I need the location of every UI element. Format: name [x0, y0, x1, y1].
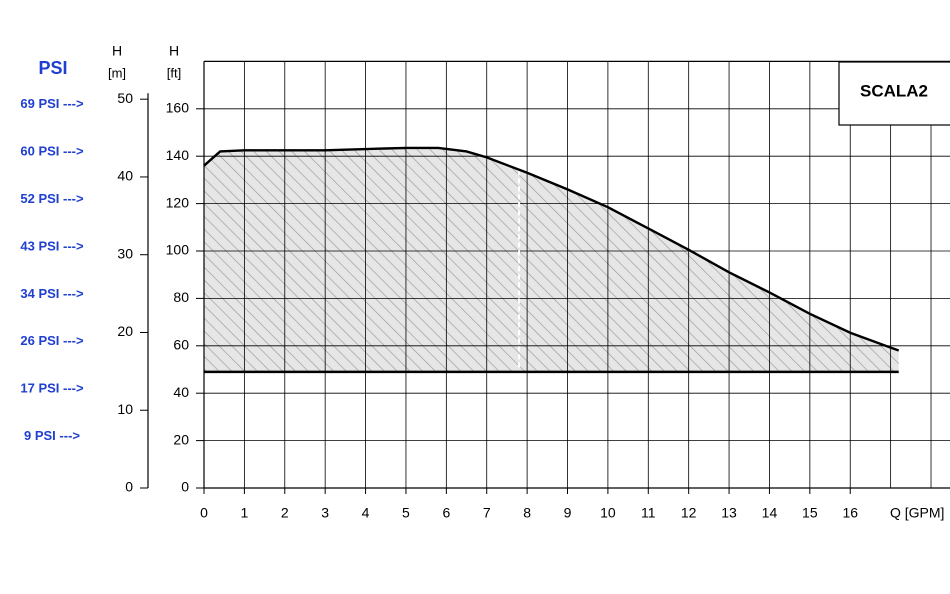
legend-box [838, 61, 950, 126]
x-tick-label: 12 [681, 505, 697, 521]
y-tick-label: 140 [166, 147, 190, 163]
psi-label: 34 PSI ---> [20, 286, 84, 301]
x-tick-label: 8 [523, 505, 531, 521]
x-tick-label: 2 [281, 505, 289, 521]
psi-title: PSI [38, 58, 67, 78]
y-axis-label: H [169, 43, 179, 59]
y2-tick-label: 30 [117, 245, 133, 261]
curve [203, 146, 900, 352]
y2-tick-label: 0 [125, 479, 133, 495]
x-tick-label: 4 [362, 505, 370, 521]
psi-label: 9 PSI ---> [24, 428, 80, 443]
y-tick-label: 40 [173, 384, 189, 400]
x-axis-label: Q [GPM] [890, 505, 944, 521]
y-tick-label: 100 [166, 242, 190, 258]
legend-label: SCALA2 [860, 81, 928, 100]
psi-label: 26 PSI ---> [20, 333, 84, 348]
psi-label: 52 PSI ---> [20, 191, 84, 206]
x-tick-label: 6 [442, 505, 450, 521]
x-tick-label: 1 [240, 505, 248, 521]
y-tick-label: 20 [173, 431, 189, 447]
x-tick-label: 3 [321, 505, 329, 521]
psi-label: 60 PSI ---> [20, 144, 84, 159]
y2-tick-label: 20 [117, 323, 133, 339]
y2-tick-label: 50 [117, 90, 133, 106]
y-tick-label: 160 [166, 100, 190, 116]
y2-tick-label: 10 [117, 401, 133, 417]
x-tick-label: 11 [641, 505, 656, 521]
y-tick-label: 120 [166, 194, 190, 210]
x-tick-label: 13 [721, 505, 737, 521]
x-tick-label: 9 [564, 505, 572, 521]
psi-label: 17 PSI ---> [20, 381, 84, 396]
y-tick-label: 0 [181, 479, 189, 495]
psi-label: 43 PSI ---> [20, 238, 84, 253]
x-tick-label: 16 [842, 505, 858, 521]
x-tick-label: 10 [600, 505, 616, 521]
y-tick-label: 80 [173, 289, 189, 305]
x-tick-label: 15 [802, 505, 818, 521]
y-axis-unit: [ft] [167, 65, 181, 80]
x-tick-label: 5 [402, 505, 410, 521]
x-tick-label: 7 [483, 505, 491, 521]
y-tick-label: 60 [173, 337, 189, 353]
y2-axis-label: H [112, 43, 122, 59]
x-tick-label: 0 [200, 505, 208, 521]
x-tick-label: 14 [762, 505, 778, 521]
y2-tick-label: 40 [117, 168, 133, 184]
y2-axis-unit: [m] [108, 65, 126, 80]
psi-label: 69 PSI ---> [20, 96, 84, 111]
